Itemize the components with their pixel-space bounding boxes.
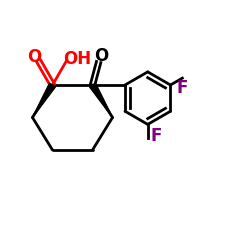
Text: F: F: [177, 79, 188, 97]
Text: OH: OH: [63, 50, 91, 68]
Text: O: O: [27, 48, 42, 66]
Text: F: F: [151, 127, 162, 144]
Polygon shape: [90, 83, 112, 117]
Polygon shape: [32, 83, 56, 117]
Text: O: O: [94, 47, 108, 65]
